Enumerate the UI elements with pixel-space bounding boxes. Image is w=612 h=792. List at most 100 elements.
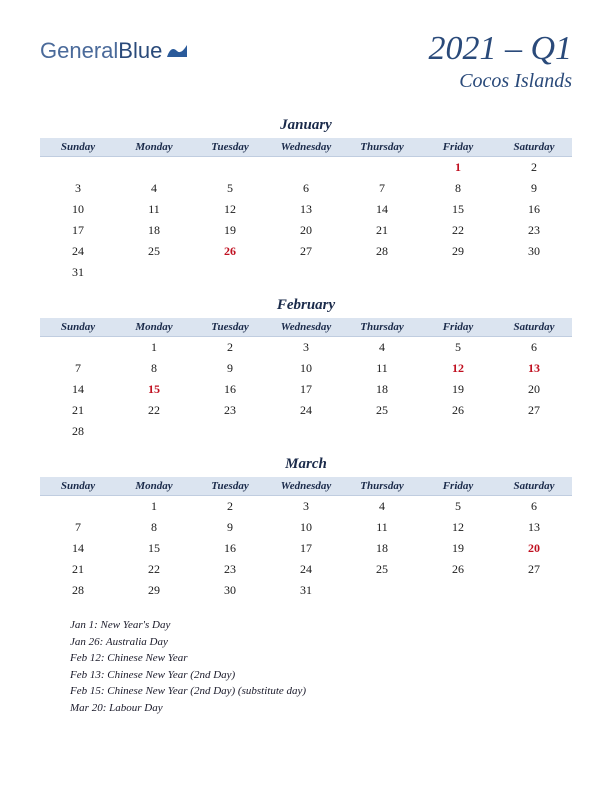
calendar-row: 24252627282930 <box>40 241 572 262</box>
calendar-cell: 12 <box>420 358 496 379</box>
calendar-cell: 7 <box>40 358 116 379</box>
calendar-cell: 14 <box>344 199 420 220</box>
calendar-cell: 31 <box>268 580 344 601</box>
calendar-cell: 28 <box>344 241 420 262</box>
calendar-cell: 2 <box>496 157 572 179</box>
calendar-cell: 29 <box>420 241 496 262</box>
day-header: Thursday <box>344 138 420 157</box>
month-name: February <box>40 297 572 314</box>
logo-text-2: Blue <box>118 38 162 64</box>
calendar-cell: 21 <box>40 400 116 421</box>
calendar-cell <box>40 337 116 359</box>
calendar-cell: 28 <box>40 580 116 601</box>
calendar-cell: 7 <box>40 517 116 538</box>
calendar-cell: 23 <box>192 400 268 421</box>
calendar-row: 123456 <box>40 496 572 518</box>
calendar-cell: 27 <box>496 559 572 580</box>
day-header: Monday <box>116 318 192 337</box>
calendar-cell: 14 <box>40 538 116 559</box>
calendar-cell: 4 <box>344 496 420 518</box>
calendar-cell: 11 <box>344 358 420 379</box>
calendar-cell: 3 <box>40 178 116 199</box>
calendar-cell: 25 <box>116 241 192 262</box>
calendar-cell: 26 <box>420 559 496 580</box>
calendar-cell: 17 <box>268 538 344 559</box>
holiday-list: Jan 1: New Year's DayJan 26: Australia D… <box>40 617 572 716</box>
calendar-row: 17181920212223 <box>40 220 572 241</box>
calendar-cell: 22 <box>116 559 192 580</box>
calendar-cell: 31 <box>40 262 116 283</box>
day-header: Sunday <box>40 477 116 496</box>
calendar-cell: 5 <box>192 178 268 199</box>
calendar-row: 21222324252627 <box>40 559 572 580</box>
day-header: Monday <box>116 138 192 157</box>
calendar-row: 28 <box>40 421 572 442</box>
calendar-cell: 20 <box>268 220 344 241</box>
calendar-cell: 8 <box>116 517 192 538</box>
calendar-cell: 19 <box>420 538 496 559</box>
month-block: JanuarySundayMondayTuesdayWednesdayThurs… <box>40 117 572 283</box>
month-block: FebruarySundayMondayTuesdayWednesdayThur… <box>40 297 572 442</box>
calendar-cell: 24 <box>268 559 344 580</box>
calendar-cell: 24 <box>268 400 344 421</box>
calendar-cell <box>420 262 496 283</box>
holiday-entry: Jan 26: Australia Day <box>70 634 572 651</box>
calendar-row: 28293031 <box>40 580 572 601</box>
calendar-cell <box>116 157 192 179</box>
calendar-cell: 9 <box>192 358 268 379</box>
calendar-cell: 20 <box>496 538 572 559</box>
calendar-cell <box>496 580 572 601</box>
calendar-cell <box>420 421 496 442</box>
logo-wave-icon <box>165 41 189 61</box>
day-header: Sunday <box>40 138 116 157</box>
month-name: January <box>40 117 572 134</box>
calendar-cell <box>496 262 572 283</box>
holiday-entry: Feb 13: Chinese New Year (2nd Day) <box>70 667 572 684</box>
calendar-cell: 25 <box>344 400 420 421</box>
holiday-entry: Feb 12: Chinese New Year <box>70 650 572 667</box>
day-header: Thursday <box>344 477 420 496</box>
holiday-entry: Feb 15: Chinese New Year (2nd Day) (subs… <box>70 683 572 700</box>
calendar-cell: 4 <box>344 337 420 359</box>
calendar-cell: 15 <box>420 199 496 220</box>
calendar-cell: 18 <box>116 220 192 241</box>
calendar-cell: 1 <box>420 157 496 179</box>
calendar-cell: 18 <box>344 379 420 400</box>
calendar-table: SundayMondayTuesdayWednesdayThursdayFrid… <box>40 477 572 601</box>
day-header: Saturday <box>496 138 572 157</box>
calendar-cell: 26 <box>192 241 268 262</box>
calendar-cell <box>344 421 420 442</box>
header: GeneralBlue 2021 – Q1 Cocos Islands <box>40 30 572 93</box>
calendar-cell: 19 <box>420 379 496 400</box>
calendar-cell: 7 <box>344 178 420 199</box>
calendar-cell: 13 <box>496 517 572 538</box>
calendar-cell: 22 <box>420 220 496 241</box>
calendar-cell: 17 <box>268 379 344 400</box>
calendar-cell: 25 <box>344 559 420 580</box>
calendar-cell: 9 <box>192 517 268 538</box>
day-header: Friday <box>420 138 496 157</box>
logo: GeneralBlue <box>40 30 189 64</box>
calendar-cell: 4 <box>116 178 192 199</box>
calendar-cell: 30 <box>496 241 572 262</box>
calendar-cell: 13 <box>496 358 572 379</box>
calendar-cell: 8 <box>116 358 192 379</box>
calendar-row: 14151617181920 <box>40 538 572 559</box>
calendar-cell: 28 <box>40 421 116 442</box>
calendar-cell: 3 <box>268 496 344 518</box>
day-header: Thursday <box>344 318 420 337</box>
calendar-cell <box>268 421 344 442</box>
title-block: 2021 – Q1 Cocos Islands <box>428 30 572 93</box>
calendar-cell: 24 <box>40 241 116 262</box>
day-header: Friday <box>420 477 496 496</box>
day-header: Friday <box>420 318 496 337</box>
calendar-cell: 1 <box>116 496 192 518</box>
calendar-cell: 3 <box>268 337 344 359</box>
calendar-cell: 6 <box>268 178 344 199</box>
calendar-row: 123456 <box>40 337 572 359</box>
calendar-cell: 15 <box>116 538 192 559</box>
region-title: Cocos Islands <box>428 70 572 93</box>
month-name: March <box>40 456 572 473</box>
calendar-cell <box>344 262 420 283</box>
calendar-cell <box>116 421 192 442</box>
